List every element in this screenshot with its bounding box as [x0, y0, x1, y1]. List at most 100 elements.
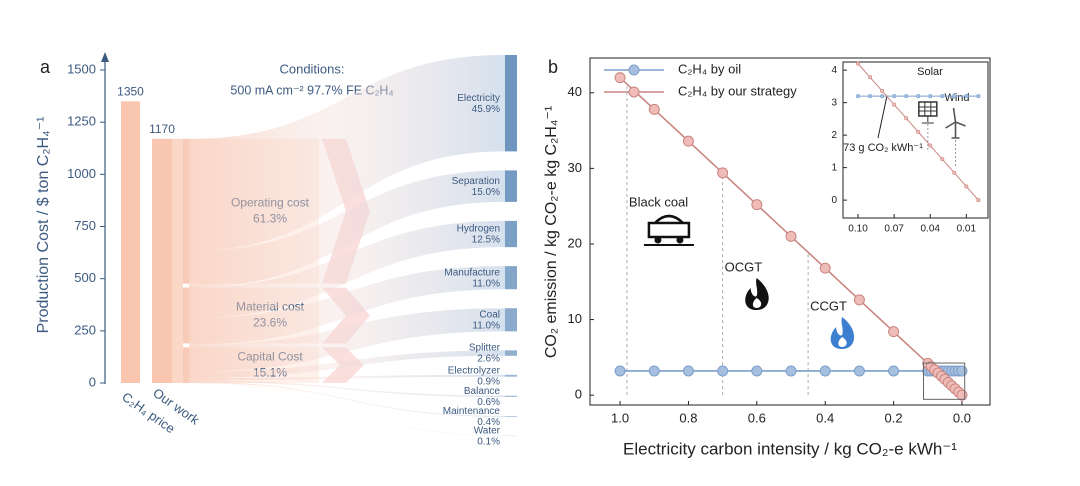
ribbon [189, 374, 505, 381]
annotation: 73 g CO₂ kWh⁻¹ [843, 142, 923, 154]
item-node [505, 350, 517, 356]
item-value: 45.9% [472, 104, 500, 115]
item-name: Separation [452, 176, 500, 187]
flame-icon [752, 298, 762, 308]
inset-frame [842, 61, 989, 219]
data-point [751, 199, 763, 211]
data-point [916, 129, 921, 134]
data-point [892, 102, 897, 107]
y-tick-label: 1 [831, 162, 837, 173]
data-point [614, 365, 626, 377]
data-point [853, 294, 865, 306]
data-point [928, 94, 933, 99]
data-point [682, 135, 694, 147]
data-point [952, 94, 957, 99]
data-point [888, 326, 900, 338]
item-value: 11.0% [472, 320, 500, 331]
data-point [856, 94, 861, 99]
y-tick-label: 4 [831, 65, 837, 76]
ribbon [189, 380, 505, 397]
item-value: 2.6% [477, 354, 500, 365]
item-value: 15.0% [472, 187, 500, 198]
flame-icon [838, 337, 847, 347]
x-tick-label: 0.04 [921, 224, 941, 235]
item-value: 12.5% [472, 235, 500, 246]
value-label: 1350 [117, 84, 144, 98]
data-point [682, 365, 694, 377]
ribbon [189, 381, 505, 417]
wind-icon [945, 107, 966, 139]
x-tick-label: 0.01 [957, 224, 977, 235]
data-point [880, 94, 885, 99]
y-tick-label: 0 [89, 374, 96, 389]
y-axis-label: CO₂ emission / kg CO₂-e kg C₂H₄⁻¹ [543, 106, 560, 358]
item-name: Balance [464, 386, 501, 397]
coal-icon [647, 214, 691, 239]
item-node [505, 374, 517, 377]
leader-line [877, 96, 888, 139]
group-node [183, 138, 189, 284]
item-node [505, 55, 517, 152]
coal-icon [654, 236, 662, 244]
solar-icon [918, 102, 937, 124]
panel-label: a [40, 57, 51, 77]
annotation: Wind [944, 92, 969, 104]
data-point [751, 365, 763, 377]
y-tick-label: 750 [74, 218, 96, 233]
item-node [505, 395, 517, 397]
data-point [976, 94, 981, 99]
flame-icon [830, 317, 855, 349]
y-tick-label: 2 [831, 130, 837, 141]
panel-label: b [548, 57, 558, 77]
y-tick-label: 1500 [67, 61, 96, 76]
item-value: 0.4% [477, 417, 500, 428]
x-tick-label: 0.6 [748, 410, 766, 425]
data-point [868, 75, 873, 80]
zoom-box [923, 362, 966, 400]
legend-label: C₂H₄ by oil [678, 61, 741, 76]
data-point [964, 94, 969, 99]
y-tick-label: 40 [568, 84, 582, 99]
item-node [505, 415, 517, 417]
item-name: Water [474, 426, 501, 437]
bar [152, 138, 172, 383]
conditions: Conditions: [279, 61, 344, 76]
data-point [916, 94, 921, 99]
flame-icon [745, 278, 769, 310]
data-point [956, 389, 968, 401]
coal-icon [676, 236, 684, 244]
x-tick-label: 0.2 [885, 410, 903, 425]
y-tick-label: 0 [575, 387, 582, 402]
x-tick-label: 0.4 [816, 410, 834, 425]
data-point [717, 167, 729, 179]
legend-label: C₂H₄ by our strategy [678, 83, 797, 98]
ribbon [189, 55, 505, 251]
x-tick-label: 0.8 [679, 410, 697, 425]
item-node [505, 220, 517, 248]
data-point [940, 157, 945, 162]
data-point [819, 262, 831, 274]
data-point [904, 94, 909, 99]
ribbon [189, 308, 505, 372]
item-node [505, 308, 517, 332]
item-name: Hydrogen [457, 224, 500, 235]
data-point [819, 365, 831, 377]
ribbon [189, 170, 505, 288]
item-value: 11.0% [472, 278, 500, 289]
x-tick-label: 1.0 [611, 410, 629, 425]
group-node [183, 347, 189, 383]
value-label: 1170 [149, 122, 175, 136]
data-point [717, 365, 729, 377]
data-point [785, 365, 797, 377]
x-axis-label: Electricity carbon intensity / kg CO₂-e … [623, 439, 957, 458]
flow [172, 138, 183, 383]
data-point [880, 88, 885, 93]
ribbon [189, 350, 505, 379]
y-axis-label: Production Cost / $ ton C₂H₄⁻¹ [35, 117, 52, 334]
data-point [928, 143, 933, 148]
y-tick-label: 10 [568, 311, 582, 326]
data-point [614, 72, 626, 84]
y-tick-label: 20 [568, 235, 582, 250]
data-point [888, 365, 900, 377]
data-point [648, 103, 660, 115]
